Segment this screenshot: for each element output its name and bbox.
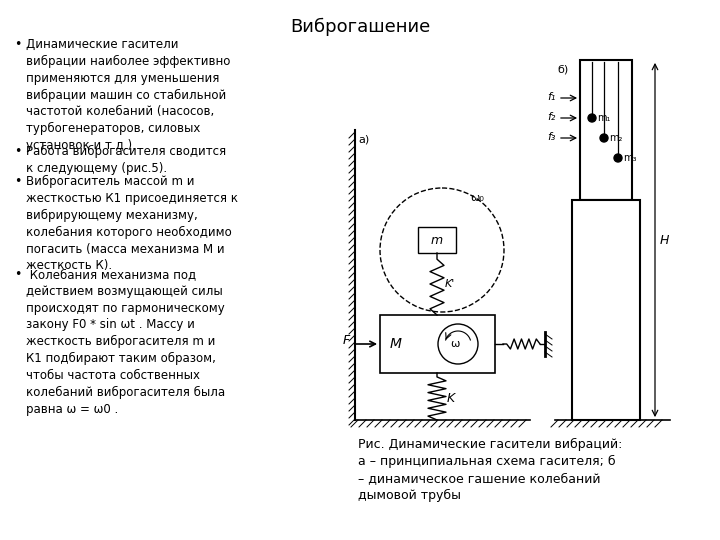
Text: m₁: m₁ bbox=[597, 113, 611, 123]
Text: K: K bbox=[447, 392, 455, 404]
Text: Виброгаситель массой m и
жесткостью К1 присоединяется к
вибрирующему механизму,
: Виброгаситель массой m и жесткостью К1 п… bbox=[26, 175, 238, 272]
Text: f₁: f₁ bbox=[548, 92, 556, 102]
Text: Работа виброгасителя сводится
к следующему (рис.5).: Работа виброгасителя сводится к следующе… bbox=[26, 145, 226, 175]
Bar bbox=[380, 315, 495, 373]
Text: Виброгашение: Виброгашение bbox=[290, 18, 430, 36]
Text: Колебания механизма под
действием возмущающей силы
происходят по гармоническому
: Колебания механизма под действием возмущ… bbox=[26, 268, 225, 416]
Text: K': K' bbox=[445, 279, 455, 289]
Text: H: H bbox=[660, 233, 670, 246]
Bar bbox=[580, 60, 632, 200]
Text: •: • bbox=[14, 268, 22, 281]
Text: M: M bbox=[390, 337, 402, 351]
Text: Рис. Динамические гасители вибраций:
а – принципиальная схема гасителя; б
– дина: Рис. Динамические гасители вибраций: а –… bbox=[358, 438, 622, 502]
Text: б): б) bbox=[557, 65, 568, 75]
Text: а): а) bbox=[358, 135, 369, 145]
Text: ω₀: ω₀ bbox=[470, 193, 484, 203]
Text: •: • bbox=[14, 38, 22, 51]
Text: m₂: m₂ bbox=[609, 133, 622, 143]
Circle shape bbox=[614, 154, 622, 162]
Circle shape bbox=[600, 134, 608, 142]
Text: •: • bbox=[14, 145, 22, 158]
Text: m: m bbox=[431, 233, 443, 246]
Text: f₃: f₃ bbox=[548, 132, 556, 142]
Text: Динамические гасители
вибрации наиболее эффективно
применяются для уменьшения
ви: Динамические гасители вибрации наиболее … bbox=[26, 38, 230, 152]
Bar bbox=[418, 227, 456, 253]
Circle shape bbox=[438, 324, 478, 364]
Text: •: • bbox=[14, 175, 22, 188]
Text: f₂: f₂ bbox=[548, 112, 556, 122]
Text: F: F bbox=[343, 334, 350, 347]
Bar bbox=[572, 200, 640, 420]
Text: ω: ω bbox=[450, 339, 459, 349]
Circle shape bbox=[588, 114, 596, 122]
Text: m₃: m₃ bbox=[623, 153, 636, 163]
